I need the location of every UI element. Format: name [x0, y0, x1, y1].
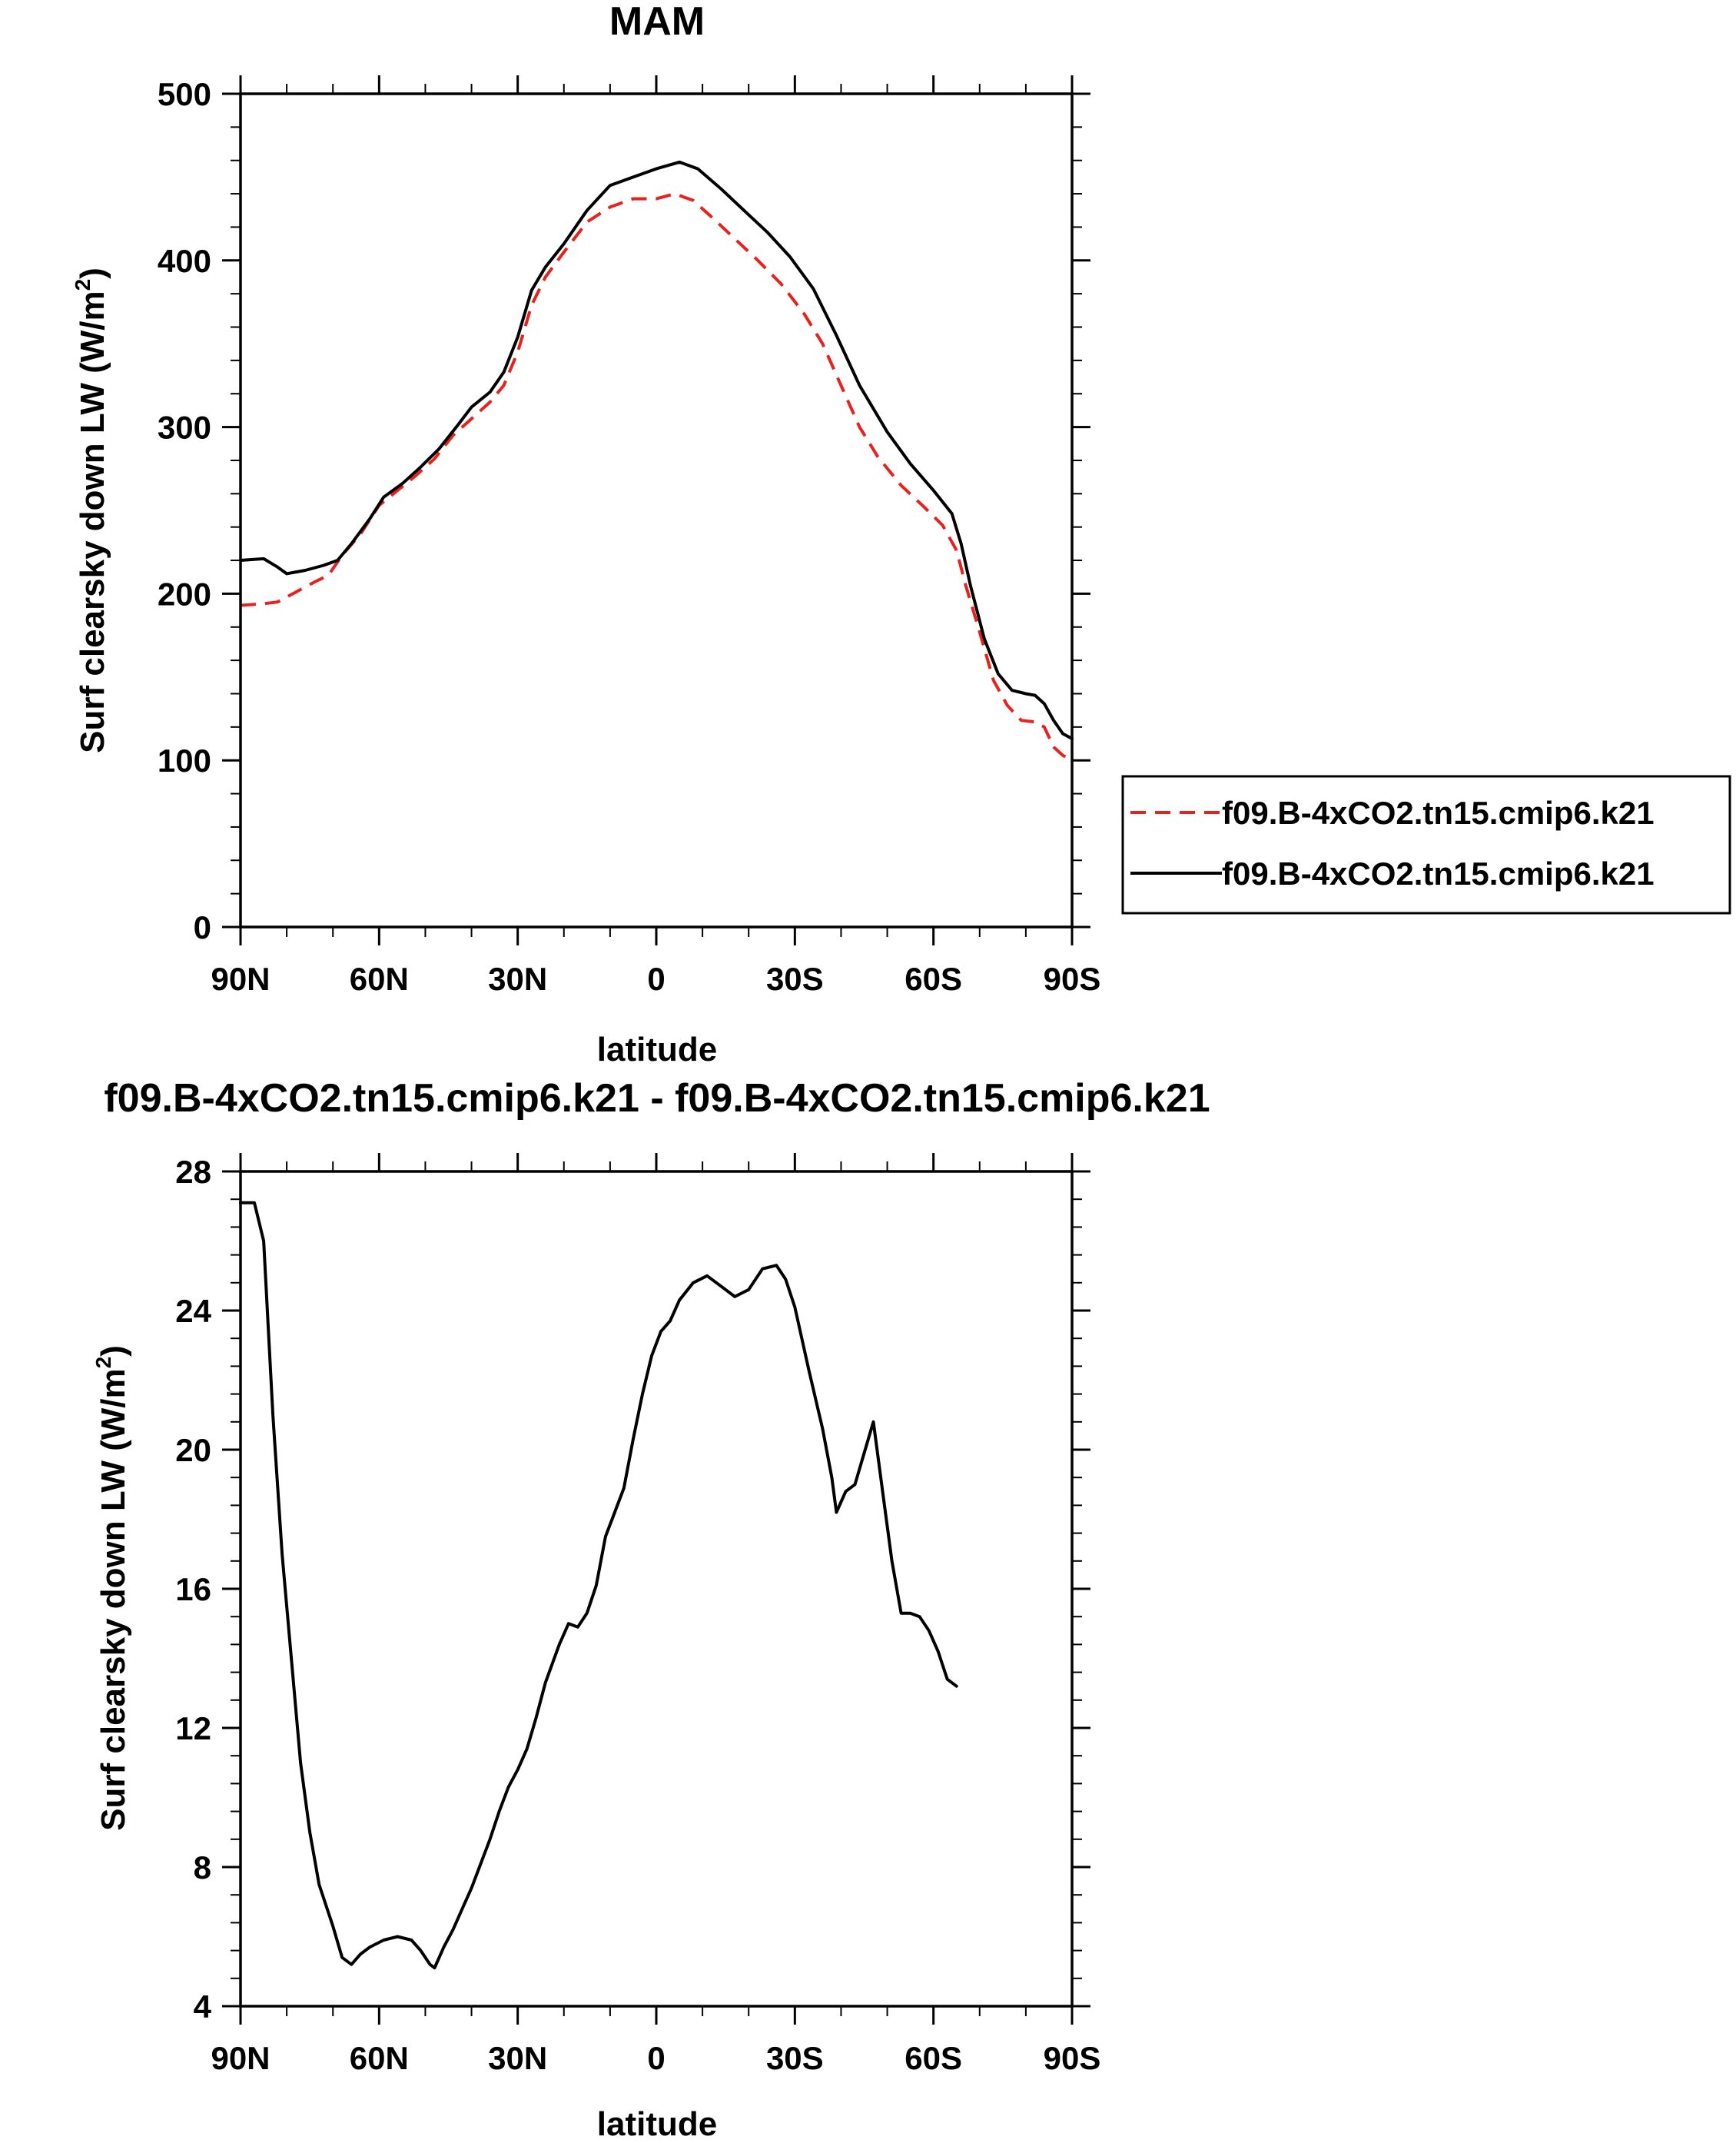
series-line-1 [239, 1201, 958, 1970]
y-tick-label: 24 [175, 1293, 211, 1329]
bottom-plot-frame [239, 1170, 1074, 2008]
x-tick-label: 60S [905, 2040, 962, 2076]
x-tick-label: 90N [211, 2040, 270, 2076]
x-tick-label: 60N [350, 2040, 409, 2076]
x-tick-label: 0 [647, 961, 665, 997]
series-line-1 [240, 192, 1073, 762]
x-tick-label: 60N [350, 961, 409, 997]
top-y-axis-label: Surf clearsky down LW (W/m2) [71, 267, 111, 753]
y-tick-label: 20 [175, 1432, 211, 1468]
y-tick-label: 28 [175, 1154, 211, 1190]
top-chart-title: MAM [609, 0, 705, 44]
bottom-x-ticks: 90N 60N 30N 0 30S 60S 90S [211, 1153, 1100, 2076]
y-tick-label: 0 [194, 909, 211, 945]
y-tick-label: 400 [158, 243, 211, 279]
x-tick-label: 90S [1044, 961, 1101, 997]
top-x-axis-label: latitude [597, 1031, 717, 1068]
x-tick-label: 90S [1044, 2040, 1101, 2076]
y-tick-label: 100 [158, 743, 211, 779]
x-tick-label: 60S [905, 961, 962, 997]
x-tick-label: 90N [211, 961, 270, 997]
bottom-chart-title: f09.B-4xCO2.tn15.cmip6.k21 - f09.B-4xCO2… [104, 1076, 1210, 1121]
top-x-ticks: 90N 60N 30N 0 30S 60S 90S [211, 75, 1100, 997]
x-tick-label: 0 [647, 2040, 665, 2076]
x-tick-label: 30N [488, 961, 547, 997]
top-chart: MAM 0 100 200 300 400 500 90N 60N 30N 0 30S 60S 90S… [71, 0, 1731, 1068]
y-tick-label: 12 [175, 1710, 211, 1746]
series-line-2 [239, 160, 1074, 740]
x-tick-label: 30N [488, 2040, 547, 2076]
legend-label-series-2: f09.B-4xCO2.tn15.cmip6.k21 [1222, 856, 1655, 892]
x-tick-label: 30S [766, 2040, 824, 2076]
y-tick-label: 300 [158, 410, 211, 446]
y-tick-label: 500 [158, 76, 211, 112]
bottom-y-axis-label: Surf clearsky down LW (W/m2) [91, 1345, 132, 1831]
y-tick-label: 4 [194, 1989, 212, 2025]
y-tick-label: 8 [194, 1849, 211, 1886]
top-y-ticks: 0 100 200 300 400 500 [158, 76, 1090, 945]
bottom-y-ticks: 4 8 12 16 20 24 28 [175, 1154, 1090, 2025]
y-tick-label: 16 [175, 1571, 211, 1607]
top-plot-frame [239, 92, 1074, 929]
legend: f09.B-4xCO2.tn15.cmip6.k21 f09.B-4xCO2.t… [1121, 775, 1731, 915]
x-tick-label: 30S [766, 961, 824, 997]
bottom-x-axis-label: latitude [597, 2105, 717, 2143]
legend-label-series-1: f09.B-4xCO2.tn15.cmip6.k21 [1222, 795, 1655, 831]
legend-box [1121, 775, 1731, 915]
bottom-chart: f09.B-4xCO2.tn15.cmip6.k21 - f09.B-4xCO2… [91, 1076, 1210, 2143]
y-tick-label: 200 [158, 576, 211, 612]
bottom-series [239, 1201, 958, 1970]
top-series [239, 160, 1074, 762]
